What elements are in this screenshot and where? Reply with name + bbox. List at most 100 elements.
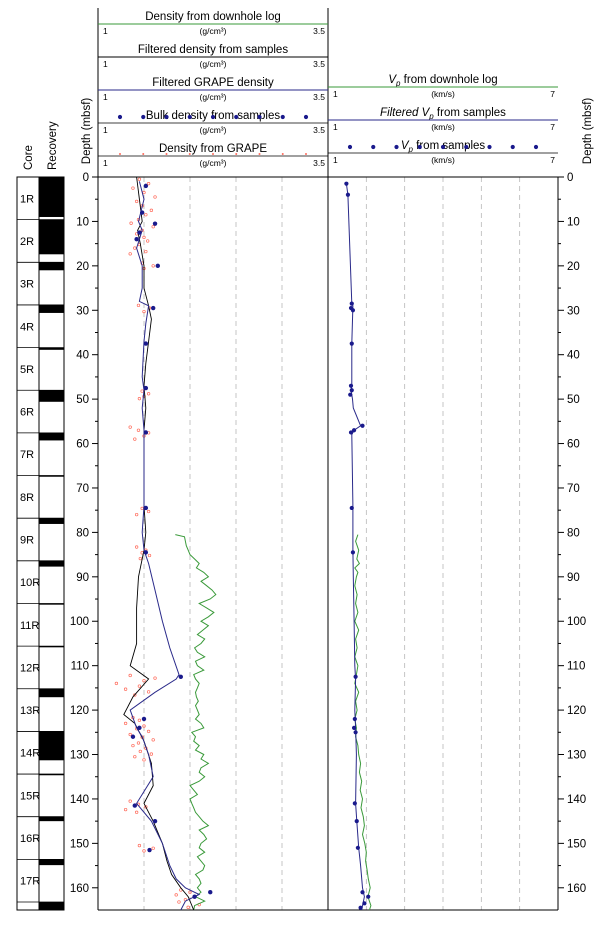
grape-density-point	[133, 246, 137, 250]
grape-density-point	[133, 693, 137, 697]
grape-density-point	[128, 799, 132, 803]
vp-legend-0-label-sub: p	[395, 79, 401, 88]
density-legend-4-swatch-dot	[188, 153, 191, 155]
grape-density-point	[114, 681, 119, 686]
core-label: 4R	[20, 321, 34, 333]
downhole-density-line	[175, 534, 217, 911]
grape-density-point	[129, 221, 133, 225]
grape-density-point	[140, 506, 144, 511]
grape-density-point	[131, 186, 135, 190]
recovery-bar	[39, 859, 64, 866]
density-legend-4-min: 1	[103, 158, 108, 168]
depth-tick-label: 90	[567, 572, 580, 584]
grape-density-point	[142, 309, 146, 314]
bulk-density-sample-point	[178, 674, 183, 679]
depth-tick-label: 60	[567, 439, 580, 451]
grape-density-point	[128, 732, 132, 737]
grape-density-point	[151, 738, 155, 742]
bulk-density-sample-point	[137, 725, 142, 731]
downhole-vp-line	[354, 534, 372, 911]
vp-sample-point	[351, 725, 357, 730]
bulk-density-sample-point	[143, 430, 149, 435]
vp-sample-point	[344, 181, 349, 186]
grape-density-point	[144, 805, 148, 809]
vp-legend-0-label-rest: from downhole log	[400, 74, 497, 86]
recovery-bar	[39, 304, 64, 313]
density-legend-2-label: Filtered GRAPE density	[152, 77, 274, 89]
grape-density-point	[149, 208, 154, 212]
depth-tick-label: 140	[567, 794, 586, 806]
grape-density-point	[134, 810, 139, 814]
core-label: 12R	[20, 662, 40, 674]
density-legend-4-swatch-dot	[281, 153, 284, 155]
depth-axis-title-0: Depth (mbsf)	[81, 98, 93, 165]
grape-density-point	[151, 225, 155, 229]
bulk-density-sample-point	[208, 890, 213, 895]
density-legend-2-max: 3.5	[313, 92, 325, 102]
depth-tick-label: 10	[567, 216, 580, 228]
density-legend-0-unit: (g/cm³)	[200, 26, 227, 36]
grape-density-point	[188, 890, 192, 894]
grape-density-point	[134, 545, 139, 549]
vp-sample-point	[350, 308, 356, 313]
core-label: 11R	[20, 620, 39, 632]
depth-tick-label: 70	[567, 483, 580, 495]
grape-density-point	[153, 195, 157, 199]
density-legend-2-min: 1	[103, 92, 108, 102]
grape-density-point	[142, 758, 146, 762]
recovery-bar	[39, 731, 64, 761]
bulk-density-sample-point	[151, 305, 156, 311]
recovery-bar	[39, 432, 64, 441]
grape-density-point	[177, 900, 181, 904]
legend-layer: Density from downhole log 1 3.5 (g/cm³) Filt…	[98, 11, 558, 168]
depth-tick-label: 100	[567, 616, 586, 628]
grape-density-point	[128, 673, 132, 678]
vp-sample-point	[351, 428, 357, 433]
recovery-bar	[39, 646, 64, 648]
grape-density-point	[136, 428, 141, 432]
density-legend-3-swatch-dot	[280, 114, 285, 120]
vp-legend-0-min: 1	[333, 89, 338, 99]
depth-tick-label: 30	[76, 305, 89, 317]
density-panel	[114, 176, 217, 911]
vp-legend-2-swatch-dot	[440, 144, 446, 150]
vp-sample-point	[352, 801, 357, 806]
depth-tick-label: 150	[567, 838, 586, 850]
vp-legend-2-swatch-dot	[417, 144, 422, 150]
bulk-density-sample-point	[155, 263, 160, 269]
bulk-density-sample-point	[143, 183, 149, 189]
recovery-bar	[39, 177, 64, 217]
density-legend-3-swatch-dot	[164, 114, 169, 120]
grape-density-point	[144, 249, 148, 254]
density-legend-1-max: 3.5	[313, 59, 325, 69]
depth-tick-label: 120	[567, 705, 586, 717]
density-legend-4-label: Density from GRAPE	[159, 143, 267, 155]
grape-density-point	[137, 843, 142, 848]
recovery-bar	[39, 219, 64, 255]
core-label: 2R	[20, 236, 34, 248]
depth-tick-label: 160	[70, 883, 89, 895]
grape-density-point	[137, 684, 142, 688]
bulk-density-sample-point	[143, 505, 149, 511]
depth-tick-label: 130	[70, 750, 89, 762]
vp-legend-2-swatch-dot	[464, 144, 469, 150]
density-legend-4-unit: (g/cm³)	[200, 158, 227, 168]
vp-legend-1-label: Filtered Vp from samples	[380, 107, 506, 121]
frames-layer	[97, 8, 559, 911]
density-legend-4-swatch-dot	[212, 153, 214, 155]
core-label: 5R	[20, 364, 34, 376]
grape-density-point	[146, 729, 151, 734]
depth-tick-label: 20	[567, 261, 580, 273]
vp-sample-point	[345, 192, 351, 197]
depth-tick-label: 40	[567, 350, 580, 362]
grape-density-point	[128, 252, 132, 256]
core-column-title: Core	[23, 145, 35, 170]
depth-tick-label: 40	[76, 350, 89, 362]
vp-sample-point	[352, 716, 357, 722]
grape-density-point	[138, 749, 142, 754]
recovery-bar	[39, 603, 64, 605]
grape-density-point	[134, 512, 139, 517]
vp-legend-2-swatch-dot	[347, 144, 353, 150]
core-label: 1R	[20, 193, 34, 205]
vp-sample-point	[355, 845, 360, 850]
